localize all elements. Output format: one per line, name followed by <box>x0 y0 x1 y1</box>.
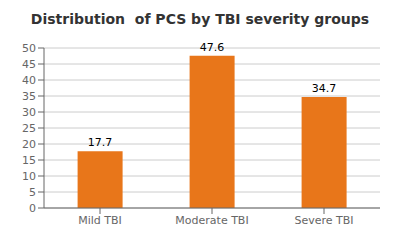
html-text:Distribution of PCS by TBI sev: Distribution of PCS by TBI severity grou… <box>30 11 370 27</box>
svg-text:34.7: 34.7 <box>312 82 337 95</box>
svg-text:40: 40 <box>22 74 36 87</box>
svg-text:45: 45 <box>22 58 36 71</box>
svg-text:25: 25 <box>22 122 36 135</box>
svg-text:47.6: 47.6 <box>200 41 225 54</box>
svg-text:17.7: 17.7 <box>88 136 113 149</box>
svg-text:0: 0 <box>29 202 36 215</box>
svg-text:5: 5 <box>29 186 36 199</box>
svg-text:Mild TBI: Mild TBI <box>78 214 122 227</box>
svg-text:20: 20 <box>22 138 36 151</box>
svg-text:10: 10 <box>22 170 36 183</box>
svg-text:30: 30 <box>22 106 36 119</box>
svg-text:35: 35 <box>22 90 36 103</box>
svg-text:Severe TBI: Severe TBI <box>294 214 353 227</box>
svg-text:50: 50 <box>22 42 36 55</box>
svg-text:15: 15 <box>22 154 36 167</box>
svg-text:Moderate TBI: Moderate TBI <box>175 214 248 227</box>
